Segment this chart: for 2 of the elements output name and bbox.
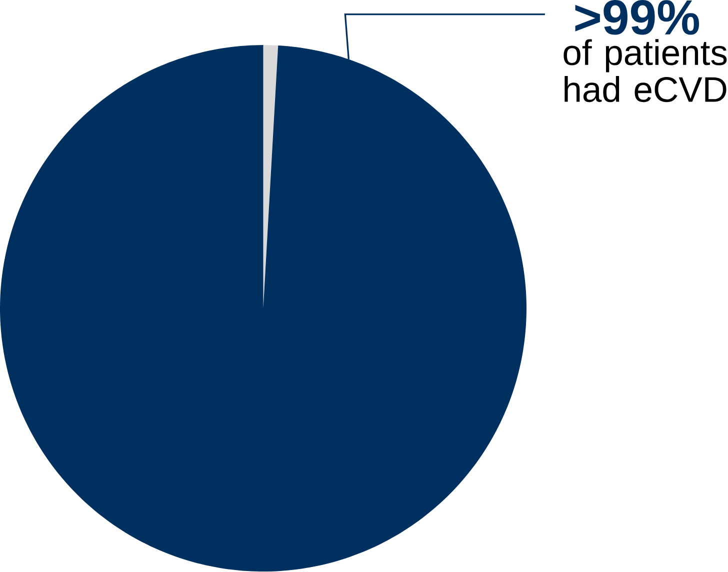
data-label: >99% [575, 0, 700, 36]
text: of patients had eCVD [564, 39, 727, 102]
